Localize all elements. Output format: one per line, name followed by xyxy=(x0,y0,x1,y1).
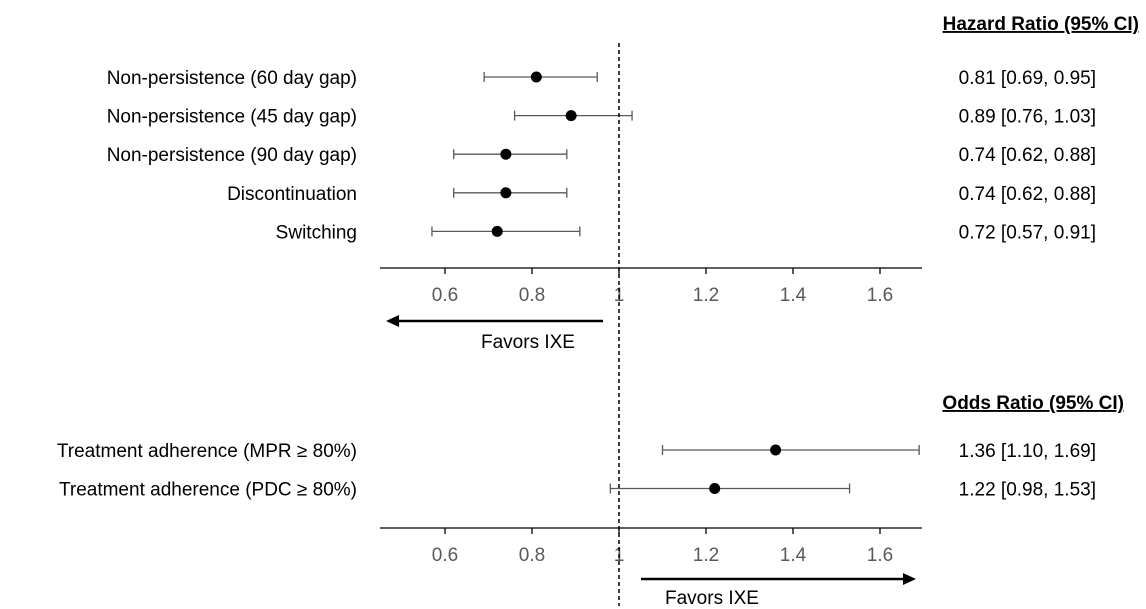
forest-row: Non-persistence (45 day gap) 0.89 [0.76, … xyxy=(107,107,1096,128)
forest-row: Non-persistence (60 day gap) 0.81 [0.69, … xyxy=(107,68,1096,89)
favors-label: Favors IXE xyxy=(481,332,575,353)
ci-value: 0.89 [0.76, 1.03] xyxy=(959,107,1096,128)
x-tick-label: 0.8 xyxy=(519,545,545,566)
ci-value: 0.81 [0.69, 0.95] xyxy=(959,68,1096,89)
forest-panels: Hazard Ratio (95% CI) Non-persistence (60… xyxy=(57,14,1139,609)
x-tick-label: 1.6 xyxy=(867,545,893,566)
x-tick-label: 0.6 xyxy=(432,285,458,306)
x-tick-label: 1.4 xyxy=(780,545,807,566)
ci-value: 0.74 [0.62, 0.88] xyxy=(959,184,1096,205)
forest-row: Treatment adherence (PDC ≥ 80%) 1.22 [0.9… xyxy=(59,480,1096,501)
point-estimate xyxy=(709,483,721,494)
x-tick-label: 1.2 xyxy=(693,545,719,566)
panel-title: Hazard Ratio (95% CI) xyxy=(943,14,1139,35)
row-label: Treatment adherence (MPR ≥ 80%) xyxy=(57,441,357,462)
point-estimate xyxy=(500,148,512,160)
ci-value: 1.22 [0.98, 1.53] xyxy=(959,480,1096,501)
point-estimate xyxy=(770,444,782,456)
ci-value: 0.74 [0.62, 0.88] xyxy=(959,145,1096,166)
point-estimate xyxy=(530,71,542,83)
x-tick-label: 1.2 xyxy=(693,285,719,306)
row-label: Non-persistence (45 day gap) xyxy=(107,107,357,128)
forest-row: Discontinuation 0.74 [0.62, 0.88] xyxy=(227,184,1096,205)
point-estimate xyxy=(491,225,503,237)
forest-row: Non-persistence (90 day gap) 0.74 [0.62, … xyxy=(107,145,1096,166)
favors-arrow-head xyxy=(386,315,399,327)
row-label: Discontinuation xyxy=(227,184,357,205)
ci-value: 0.72 [0.57, 0.91] xyxy=(959,222,1096,243)
point-estimate xyxy=(565,110,577,122)
row-label: Non-persistence (60 day gap) xyxy=(107,68,357,89)
x-tick-label: 0.8 xyxy=(519,285,545,306)
x-tick-label: 1.4 xyxy=(780,285,807,306)
x-tick-label: 1.6 xyxy=(867,285,893,306)
row-label: Switching xyxy=(276,222,357,243)
favors-label: Favors IXE xyxy=(665,588,759,609)
forest-row: Treatment adherence (MPR ≥ 80%) 1.36 [1.1… xyxy=(57,441,1096,462)
row-label: Non-persistence (90 day gap) xyxy=(107,145,357,166)
point-estimate xyxy=(500,187,512,199)
favors-arrow-head xyxy=(903,573,916,585)
odds-ratio-panel: Odds Ratio (95% CI) Treatment adherence (… xyxy=(57,393,1124,609)
ci-value: 1.36 [1.10, 1.69] xyxy=(959,441,1096,462)
panel-title: Odds Ratio (95% CI) xyxy=(942,393,1124,414)
row-label: Treatment adherence (PDC ≥ 80%) xyxy=(59,480,357,501)
forest-row: Switching 0.72 [0.57, 0.91] xyxy=(276,222,1096,243)
hazard-ratio-panel: Hazard Ratio (95% CI) Non-persistence (60… xyxy=(107,14,1139,353)
x-tick-label: 0.6 xyxy=(432,545,458,566)
